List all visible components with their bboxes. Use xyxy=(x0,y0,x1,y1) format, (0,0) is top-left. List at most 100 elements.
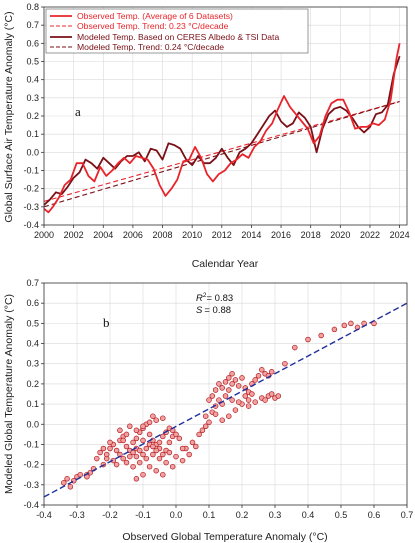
scatter-point xyxy=(179,457,186,464)
panel-b-x-ticks: -0.4 -0.3 -0.2 -0.1 0.0 0.1 0.2 0.3 0.4 0.5 0.6 0.7 xyxy=(36,505,413,520)
scatter-point xyxy=(113,461,120,468)
s-symbol: S xyxy=(196,305,203,316)
scatter-point xyxy=(133,435,140,442)
panel-b-xlabel: Observed Global Temperature Anomaly (°C) xyxy=(122,531,327,543)
scatter-point xyxy=(239,375,245,381)
panel-a-xtick-label: 2004 xyxy=(93,230,113,240)
scatter-point xyxy=(252,377,258,383)
s-value: = 0.88 xyxy=(204,305,231,316)
panel-a-series xyxy=(43,43,401,214)
scatter-point xyxy=(209,393,216,399)
scatter-point xyxy=(305,336,311,343)
scatter-point xyxy=(226,375,232,381)
scatter-point xyxy=(249,391,255,397)
panel-b-ylabel: Modeled Global Temperature Anomaly (°C) xyxy=(3,294,15,494)
scatter-point xyxy=(130,439,136,446)
scatter-point xyxy=(202,413,209,419)
scatter-point xyxy=(127,423,133,430)
scatter-point xyxy=(127,453,133,460)
scatter-point xyxy=(242,393,249,399)
scatter-point xyxy=(107,439,113,446)
scatter-point xyxy=(206,397,212,403)
scatter-point xyxy=(232,377,239,383)
panel-a-ytick-label: 0.5 xyxy=(26,57,39,67)
panel-a-ytick-label: 0.8 xyxy=(26,2,39,12)
r-squared-superscript: 2 xyxy=(203,292,207,299)
scatter-point xyxy=(107,445,113,452)
legend-label-observed-trend: Observed Temp. Trend: 0.23 °C/decade xyxy=(77,21,229,31)
scatter-point xyxy=(229,381,235,387)
scatter-point xyxy=(166,439,173,446)
scatter-point xyxy=(67,484,74,490)
panel-a-legend: Observed Temp. (Average of 6 Datasets) O… xyxy=(45,8,309,54)
scatter-point xyxy=(143,445,150,452)
panel-b-xtick-label: 0.7 xyxy=(401,510,414,520)
observed-temp-line xyxy=(43,43,401,214)
scatter-point xyxy=(196,431,202,438)
scatter-point xyxy=(140,471,146,478)
scatter-point xyxy=(153,417,159,423)
scatter-point xyxy=(160,451,166,458)
scatter-point xyxy=(222,393,229,399)
panel-a-x-ticks: 2000 2002 2004 2006 2008 2010 2012 2014 2016 2018… xyxy=(34,225,410,240)
panel-a-ytick-label: 0.4 xyxy=(26,75,39,85)
legend-label-modeled: Modeled Temp. Based on CERES Albedo & TS… xyxy=(77,32,279,42)
scatter-point xyxy=(199,427,206,434)
scatter-point xyxy=(212,387,219,393)
scatter-point xyxy=(146,419,153,426)
modeled-trend-line xyxy=(43,100,400,208)
scatter-point xyxy=(173,431,179,438)
scatter-point xyxy=(150,443,156,450)
panel-b-xtick-label: -0.3 xyxy=(69,510,85,520)
scatter-point xyxy=(216,397,222,403)
scatter-point xyxy=(123,443,130,450)
panel-a-ytick-label: 0.3 xyxy=(26,93,39,103)
scatter-point xyxy=(94,455,100,462)
scatter-point xyxy=(173,453,179,460)
panel-b-ytick-label: -0.3 xyxy=(23,480,39,490)
legend-box xyxy=(45,8,309,54)
scatter-point xyxy=(87,469,93,476)
panel-a-xtick-label: 2002 xyxy=(64,230,84,240)
scatter-point xyxy=(219,417,225,423)
scatter-point xyxy=(160,415,166,421)
panel-a-ytick-label: -0.4 xyxy=(23,220,39,230)
scatter-point xyxy=(123,459,130,466)
r-squared-value: = 0.83 xyxy=(207,293,234,304)
scatter-point xyxy=(120,455,126,462)
scatter-point xyxy=(259,367,265,373)
scatter-point xyxy=(179,445,186,452)
panel-b-ytick-label: 0.7 xyxy=(26,278,39,288)
scatter-point xyxy=(331,326,338,333)
scatter-point xyxy=(275,393,282,399)
scatter-point xyxy=(140,423,146,430)
scatter-point xyxy=(193,443,199,450)
legend-label-observed: Observed Temp. (Average of 6 Datasets) xyxy=(77,11,233,21)
scatter-point xyxy=(160,433,166,440)
panel-a-ytick-label: -0.3 xyxy=(23,202,39,212)
panel-a-ytick-label: -0.1 xyxy=(23,166,39,176)
modeled-temp-line xyxy=(43,55,401,206)
panel-b-scatter-chart: -0.4 -0.3 -0.2 -0.1 0.0 0.1 0.2 0.3 0.4 0.5 0.6 0.7… xyxy=(3,278,413,543)
scatter-point xyxy=(229,371,235,377)
scatter-point xyxy=(153,467,159,474)
panel-a-xtick-label: 2000 xyxy=(34,230,54,240)
scatter-point xyxy=(245,397,252,403)
panel-a-xtick-label: 2014 xyxy=(241,230,261,240)
panel-b-xtick-label: 0.3 xyxy=(269,510,282,520)
panel-a-letter: a xyxy=(75,104,81,119)
scatter-point xyxy=(202,423,209,430)
scatter-point xyxy=(64,476,70,482)
scatter-point xyxy=(262,397,268,403)
r-squared-annotation: R2= 0.83 xyxy=(196,292,233,304)
scatter-point xyxy=(226,413,232,419)
scatter-point xyxy=(282,360,288,367)
panel-b-frame xyxy=(43,282,408,506)
panel-b-y-ticks: -0.4 -0.3 -0.2 -0.1 0.0 0.1 0.2 0.3 0.4 0.5 0.6 0.7 xyxy=(23,278,44,510)
scatter-point xyxy=(222,379,229,385)
panel-a-xtick-label: 2012 xyxy=(212,230,232,240)
panel-b-fit-line xyxy=(43,302,408,498)
panel-a-xlabel: Calendar Year xyxy=(192,258,259,270)
scatter-point xyxy=(133,476,140,482)
panel-b-xtick-label: -0.1 xyxy=(135,510,151,520)
